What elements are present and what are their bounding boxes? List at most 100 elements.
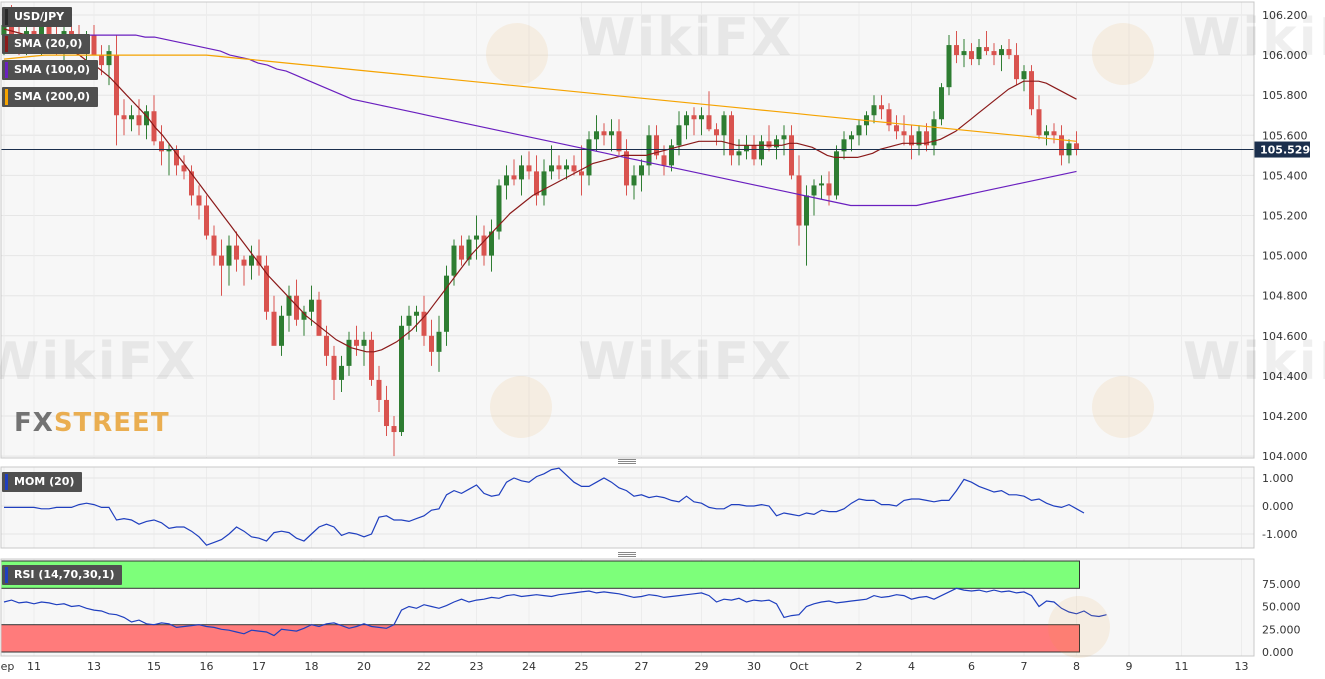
- candle-body: [834, 151, 839, 196]
- legend-symbol-label: USD/JPY: [14, 10, 65, 23]
- rsi-tick-label: 0.000: [1262, 646, 1294, 659]
- pane-resize-handle[interactable]: [618, 552, 636, 557]
- price-tick-label: 104.800: [1262, 290, 1308, 303]
- price-tick-label: 106.200: [1262, 9, 1308, 22]
- watermark-logo-icon: [490, 376, 552, 438]
- candle-body: [879, 105, 884, 110]
- candle-body: [736, 151, 742, 156]
- candle-body: [841, 139, 847, 152]
- candle-body: [466, 239, 472, 260]
- legend-mom[interactable]: MOM (20): [2, 472, 83, 492]
- candle-body: [444, 275, 449, 332]
- candle-body: [391, 426, 397, 433]
- rsi-tick-label: 75.000: [1262, 578, 1301, 591]
- candle-body: [969, 51, 974, 60]
- candle-body: [369, 339, 374, 380]
- candle-body: [294, 295, 299, 320]
- candle-body: [99, 55, 104, 66]
- candle-body: [46, 25, 52, 36]
- candle-body: [624, 151, 629, 186]
- x-tick-label: 9: [1126, 660, 1133, 673]
- candle-body: [661, 155, 667, 166]
- x-tick-label: 17: [252, 660, 266, 673]
- candle-body: [331, 355, 337, 380]
- x-tick-label: Oct: [789, 660, 809, 673]
- candle-body: [481, 235, 487, 256]
- mom-tick-label: -1.000: [1262, 528, 1297, 541]
- legend-sma100-label: SMA (100,0): [14, 63, 91, 76]
- x-tick-label: 24: [522, 660, 536, 673]
- candle-body: [429, 335, 434, 352]
- logo-fx: FX: [14, 408, 54, 438]
- candle-body: [526, 165, 532, 172]
- x-tick-label: 7: [1021, 660, 1028, 673]
- candle-body: [219, 255, 224, 266]
- candle-body: [136, 115, 142, 126]
- candle-body: [1036, 109, 1042, 136]
- candle-body: [916, 131, 922, 146]
- pane-resize-handle[interactable]: [618, 459, 636, 464]
- candle-body: [346, 339, 352, 366]
- legend-rsi[interactable]: RSI (14,70,30,1): [2, 565, 123, 585]
- legend-sma200[interactable]: SMA (200,0): [2, 87, 99, 107]
- price-tick-label: 105.400: [1262, 169, 1308, 182]
- watermark-text: WikiFX: [0, 332, 198, 392]
- candle-body: [459, 245, 464, 260]
- candle-body: [639, 165, 644, 176]
- candle-body: [744, 145, 749, 152]
- x-tick-label: 8: [1073, 660, 1080, 673]
- candle-body: [1044, 131, 1049, 136]
- logo-street: STREET: [53, 408, 170, 438]
- candle-body: [849, 135, 854, 140]
- legend-rsi-label: RSI (14,70,30,1): [14, 568, 115, 581]
- pane-border: [0, 558, 1255, 657]
- candle-body: [609, 131, 614, 136]
- x-tick-label: 23: [470, 660, 484, 673]
- x-tick-label: 18: [305, 660, 319, 673]
- candle-body: [564, 165, 569, 170]
- legend-sma20-label: SMA (20,0): [14, 37, 83, 50]
- candle-body: [421, 311, 427, 336]
- price-tick-label: 105.600: [1262, 129, 1308, 142]
- watermark-logo-icon: [1092, 376, 1154, 438]
- price-tick-label: 106.000: [1262, 49, 1308, 62]
- pane-border: [0, 466, 1255, 549]
- candle-body: [354, 339, 359, 346]
- price-tick-label: 104.000: [1262, 450, 1308, 463]
- candle-body: [309, 299, 314, 312]
- candle-body: [166, 149, 172, 152]
- candle-body: [226, 245, 232, 266]
- candle-body: [594, 131, 599, 140]
- candle-body: [676, 125, 682, 146]
- legend-symbol[interactable]: USD/JPY: [2, 7, 73, 27]
- price-tick-label: 105.000: [1262, 250, 1308, 263]
- candle-body: [579, 171, 584, 176]
- watermark-logo-icon: [486, 23, 548, 85]
- candle-body: [496, 185, 502, 232]
- candle-body: [961, 51, 967, 56]
- candle-body: [766, 141, 772, 148]
- price-tick-label: 105.800: [1262, 89, 1308, 102]
- candle-body: [856, 125, 862, 136]
- candle-body: [804, 195, 809, 226]
- x-tick-label: 15: [147, 660, 161, 673]
- candle-body: [1074, 143, 1079, 150]
- candle-body: [174, 149, 179, 166]
- candle-body: [924, 131, 929, 146]
- candle-body: [1, 25, 7, 36]
- candle-body: [361, 339, 367, 346]
- price-tick-label: 105.200: [1262, 210, 1308, 223]
- candle-body: [234, 245, 239, 260]
- candle-body: [39, 25, 44, 40]
- candle-body: [1014, 55, 1019, 80]
- legend-sma20[interactable]: SMA (20,0): [2, 34, 91, 54]
- x-tick-label: 20: [357, 660, 371, 673]
- candle-body: [249, 255, 254, 266]
- candle-body: [781, 135, 787, 140]
- legend-sma100[interactable]: SMA (100,0): [2, 60, 99, 80]
- candle-body: [211, 235, 217, 256]
- candle-body: [399, 325, 404, 433]
- last-price-tag: [1254, 141, 1310, 158]
- sma-line-0: [3, 28, 1077, 353]
